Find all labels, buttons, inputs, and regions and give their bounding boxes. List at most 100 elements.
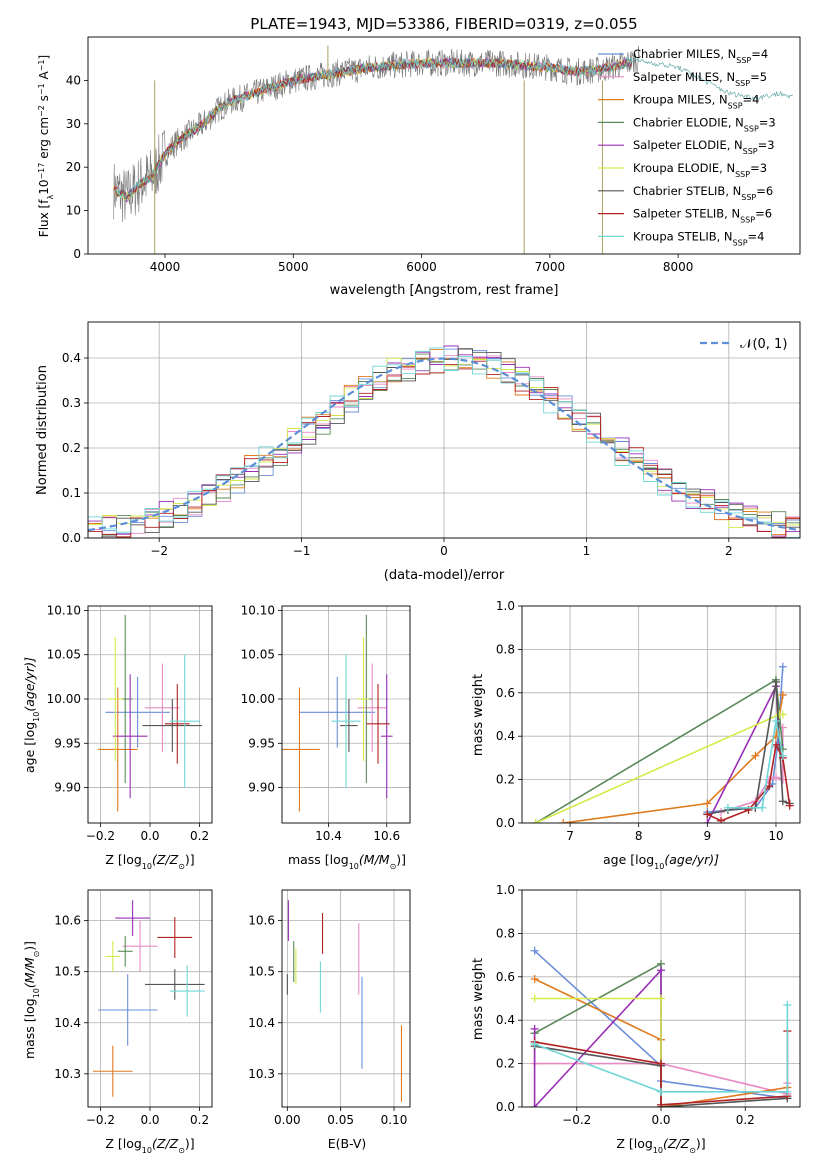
normal-curve-line bbox=[88, 357, 800, 532]
x-tick-label: 0.0 bbox=[140, 829, 159, 843]
y-tick-label: 10.4 bbox=[54, 1016, 81, 1030]
axes-frame bbox=[281, 605, 411, 824]
y-axis-label: age [log10(age/yr)] bbox=[22, 657, 41, 773]
plot-area bbox=[282, 606, 410, 823]
legend-entry: Salpeter MILES, NSSP=5 bbox=[633, 70, 767, 88]
x-tick-label: 1 bbox=[583, 544, 591, 558]
error-bar-point bbox=[299, 676, 376, 748]
y-tick-label: 0.2 bbox=[62, 441, 81, 455]
y-tick-label: 1.0 bbox=[496, 883, 515, 897]
series-line-4 bbox=[533, 968, 662, 1107]
y-axis-label: mass weight bbox=[471, 674, 486, 756]
y-tick-label: 0.6 bbox=[496, 686, 515, 700]
error-bar-point bbox=[92, 1045, 133, 1097]
y-tick-label: 10.00 bbox=[241, 692, 275, 706]
y-axis-label: mass [log10(M/M⊙)] bbox=[22, 941, 41, 1059]
axes-frame bbox=[87, 605, 213, 824]
error-bar-point bbox=[142, 699, 203, 753]
series-line-8 bbox=[534, 1005, 789, 1093]
error-bar-point bbox=[97, 974, 158, 1046]
x-tick-label: 0.10 bbox=[381, 1113, 408, 1127]
x-axis-label: (data-model)/error bbox=[384, 568, 505, 583]
axes-frame bbox=[521, 889, 801, 1108]
y-tick-label: 10.10 bbox=[47, 603, 81, 617]
x-tick-label: 0 bbox=[440, 544, 448, 558]
error-bar-point bbox=[169, 965, 205, 1017]
x-axis-label: Z [log10(Z/Z⊙)] bbox=[616, 1136, 705, 1155]
error-bar-point bbox=[117, 935, 133, 967]
plot-area bbox=[282, 890, 410, 1107]
y-tick-label: 9.95 bbox=[248, 736, 275, 750]
y-tick-label: 10.5 bbox=[248, 965, 275, 979]
error-bar-point bbox=[112, 674, 148, 799]
x-tick-label: 10.6 bbox=[373, 829, 400, 843]
y-tick-label: 0.4 bbox=[496, 1013, 515, 1027]
y-tick-label: 0.2 bbox=[496, 1057, 515, 1071]
error-bar-point bbox=[145, 969, 205, 1000]
error-bar-point bbox=[105, 941, 121, 972]
x-tick-label: −2 bbox=[150, 544, 168, 558]
x-tick-label: 10.4 bbox=[315, 829, 342, 843]
panel-age_vs_Z: −0.2 0.0 0.2 9.90 9.95 10.00 10.05 10.10 bbox=[47, 603, 213, 843]
y-tick-label: 1.0 bbox=[496, 599, 515, 613]
x-tick-label: 0.00 bbox=[274, 1113, 301, 1127]
y-tick-label: 10.4 bbox=[248, 1016, 275, 1030]
x-tick-label: 4000 bbox=[150, 260, 181, 274]
panel-age_vs_mass: 10.4 10.6 9.90 9.95 10.00 10.05 10.10 bbox=[241, 603, 411, 843]
legend-entry: 𝒩(0, 1) bbox=[740, 337, 787, 352]
legend-entry: Chabrier ELODIE, NSSP=3 bbox=[633, 115, 776, 132]
x-tick-label: 7 bbox=[566, 829, 574, 843]
panel-spectrum: 4000 5000 6000 7000 8000 0 10 20 30 40 bbox=[66, 36, 801, 274]
x-tick-label: 0.0 bbox=[651, 1113, 670, 1127]
x-tick-label: 0.05 bbox=[327, 1113, 354, 1127]
y-tick-label: 9.90 bbox=[248, 781, 275, 795]
y-tick-label: 40 bbox=[66, 73, 81, 87]
x-tick-label: 8000 bbox=[663, 260, 694, 274]
y-axis-label: Flux [fλ10−17 erg cm−2 s−1 A−1] bbox=[37, 55, 55, 237]
y-tick-label: 0.8 bbox=[496, 642, 515, 656]
plot-area bbox=[113, 45, 794, 254]
x-tick-label: −1 bbox=[293, 544, 311, 558]
spectrum-red-end-line bbox=[626, 57, 794, 101]
x-axis-label: wavelength [Angstrom, rest frame] bbox=[330, 283, 559, 298]
x-tick-label: 0.2 bbox=[190, 1113, 209, 1127]
y-tick-label: 0.0 bbox=[496, 816, 515, 830]
error-bar-point bbox=[340, 699, 358, 753]
x-tick-label: 8 bbox=[635, 829, 643, 843]
y-tick-label: 0 bbox=[73, 247, 81, 261]
y-tick-label: 9.95 bbox=[54, 736, 81, 750]
x-tick-label: −0.2 bbox=[562, 1113, 591, 1127]
axes-frame bbox=[521, 605, 801, 824]
x-tick-label: 0.2 bbox=[736, 1113, 755, 1127]
panel-mass_vs_EBV: 0.00 0.05 0.10 10.3 10.4 10.5 10.6 bbox=[248, 889, 411, 1127]
error-bar-point bbox=[380, 674, 393, 799]
axes-frame bbox=[87, 321, 801, 539]
legend-entry: Kroupa STELIB, NSSP=4 bbox=[633, 229, 764, 247]
x-axis-label: Z [log10(Z/Z⊙)] bbox=[105, 852, 194, 871]
y-tick-label: 10.3 bbox=[54, 1067, 81, 1081]
chart-title: PLATE=1943, MJD=53386, FIBERID=0319, z=0… bbox=[250, 15, 637, 33]
error-bar-point bbox=[366, 683, 390, 764]
error-bar-point bbox=[115, 900, 150, 936]
panel-mass_weight_vs_Z: −0.2 0.0 0.2 0.0 0.2 0.4 0.6 0.8 1.0 bbox=[496, 883, 801, 1127]
axes-frame bbox=[87, 889, 213, 1108]
y-tick-label: 0.2 bbox=[496, 773, 515, 787]
x-axis-label: Z [log10(Z/Z⊙)] bbox=[105, 1136, 194, 1155]
y-tick-label: 0.4 bbox=[62, 351, 81, 365]
series-line-8 bbox=[727, 720, 784, 809]
y-tick-label: 10.10 bbox=[241, 603, 275, 617]
y-axis-label: Normed distribution bbox=[35, 365, 50, 495]
x-tick-label: 5000 bbox=[278, 260, 309, 274]
y-tick-label: 30 bbox=[66, 117, 81, 131]
error-bar-point bbox=[169, 654, 200, 788]
spectrum-model-line-5 bbox=[113, 57, 633, 201]
error-bar-point bbox=[331, 654, 361, 788]
panel-mass_vs_Z: −0.2 0.0 0.2 10.3 10.4 10.5 10.6 bbox=[54, 889, 213, 1127]
error-bar-point bbox=[164, 683, 190, 764]
x-tick-label: 10 bbox=[768, 829, 783, 843]
y-tick-label: 10.00 bbox=[47, 692, 81, 706]
series-line-4 bbox=[706, 683, 781, 823]
y-tick-label: 0.1 bbox=[62, 486, 81, 500]
error-bar-point bbox=[157, 917, 193, 958]
